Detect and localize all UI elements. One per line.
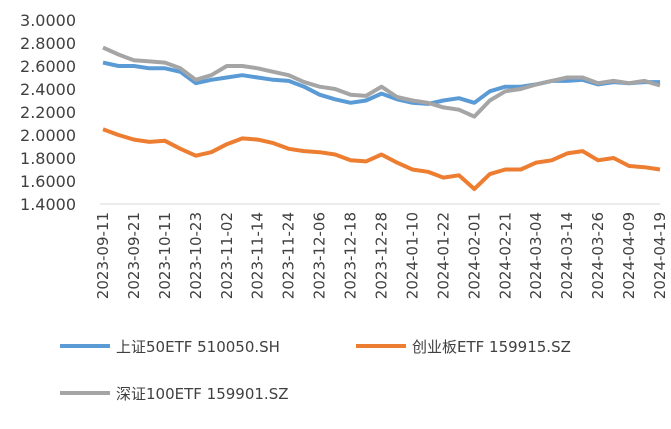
x-tick-label: 2023-11-02: [218, 212, 236, 299]
x-tick-label: 2023-11-24: [280, 212, 298, 299]
y-tick-label: 1.6000: [20, 172, 76, 191]
y-tick-label: 1.8000: [20, 149, 76, 168]
y-tick-label: 1.4000: [20, 195, 76, 214]
series-line: [102, 127, 661, 191]
x-tick-label: 2024-04-09: [620, 212, 638, 299]
x-tick-label: 2024-03-26: [589, 212, 607, 299]
y-tick-label: 2.8000: [20, 34, 76, 53]
x-tick-label: 2023-09-11: [94, 212, 112, 299]
x-tick-label: 2023-10-23: [187, 212, 205, 299]
x-tick-label: 2024-02-21: [496, 212, 514, 299]
legend-label: 上证50ETF 510050.SH: [116, 338, 280, 356]
x-tick-label: 2024-03-14: [558, 212, 576, 299]
y-tick-label: 3.0000: [20, 11, 76, 30]
y-tick-label: 2.2000: [20, 103, 76, 122]
series-line: [102, 45, 661, 119]
x-tick-label: 2023-12-06: [311, 212, 329, 299]
legend-label: 创业板ETF 159915.SZ: [412, 338, 571, 356]
x-tick-label: 2023-09-21: [125, 212, 143, 299]
x-tick-label: 2023-10-11: [156, 212, 174, 299]
x-tick-label: 2024-04-19: [651, 212, 669, 299]
y-tick-label: 2.4000: [20, 80, 76, 99]
y-tick-label: 2.6000: [20, 57, 76, 76]
x-tick-label: 2024-01-22: [434, 212, 452, 299]
x-tick-label: 2024-01-10: [403, 212, 421, 299]
x-tick-label: 2023-12-18: [342, 212, 360, 299]
legend-label: 深证100ETF 159901.SZ: [116, 385, 289, 403]
x-tick-label: 2024-03-04: [527, 212, 545, 299]
y-tick-label: 2.0000: [20, 126, 76, 145]
series-line: [102, 60, 660, 106]
x-tick-label: 2023-11-14: [249, 212, 267, 299]
x-tick-label: 2024-02-01: [465, 212, 483, 299]
x-tick-label: 2023-12-28: [373, 212, 391, 299]
